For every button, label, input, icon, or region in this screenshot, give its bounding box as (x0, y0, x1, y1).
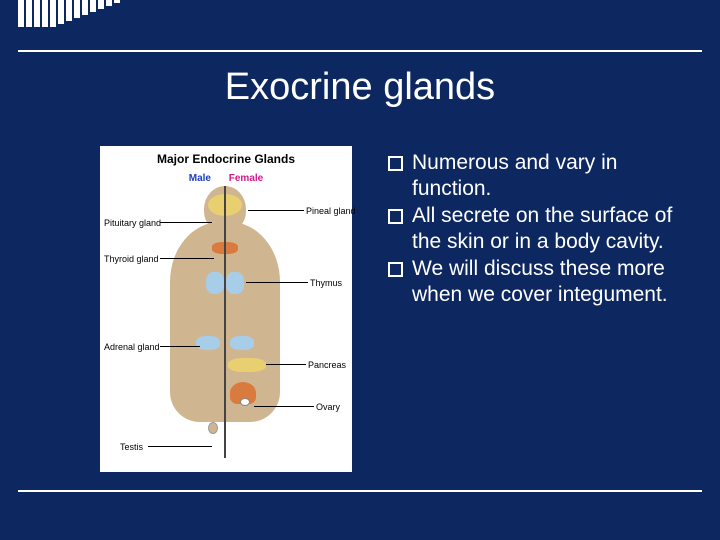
thymus-right-shape (226, 272, 244, 294)
adrenal-right-shape (230, 336, 254, 350)
ovary-shape (240, 398, 250, 406)
label-pancreas: Pancreas (308, 360, 346, 370)
label-thyroid: Thyroid gland (104, 254, 159, 264)
rule-top (18, 50, 702, 52)
body-diagram (150, 186, 300, 458)
label-ovary: Ovary (316, 402, 340, 412)
top-tick-ornament (18, 0, 120, 27)
female-label: Female (229, 173, 263, 184)
lead-pituitary (160, 222, 212, 223)
figure-subtitle: Male Female (100, 168, 352, 186)
label-pituitary: Pituitary gland (104, 218, 161, 228)
label-testis: Testis (120, 442, 143, 452)
lead-adrenal (160, 346, 200, 347)
thymus-left-shape (206, 272, 224, 294)
label-adrenal: Adrenal gland (104, 342, 160, 352)
lead-pancreas (266, 364, 306, 365)
bullet-item: We will discuss these more when we cover… (388, 256, 688, 307)
endocrine-figure: Major Endocrine Glands Male Female Pinea… (100, 146, 352, 472)
lead-thyroid (160, 258, 214, 259)
lead-testis (148, 446, 212, 447)
lead-ovary (254, 406, 314, 407)
midline (224, 186, 226, 458)
bullet-list: Numerous and vary in function. All secre… (388, 150, 688, 310)
bullet-item: All secrete on the surface of the skin o… (388, 203, 688, 254)
label-thymus: Thymus (310, 278, 342, 288)
male-label: Male (189, 173, 211, 184)
label-pineal: Pineal gland (306, 206, 356, 216)
rule-bottom (18, 490, 702, 492)
bullet-item: Numerous and vary in function. (388, 150, 688, 201)
figure-title: Major Endocrine Glands (100, 152, 352, 166)
lead-thymus (246, 282, 308, 283)
adrenal-left-shape (196, 336, 220, 350)
lead-pineal (248, 210, 304, 211)
slide-title: Exocrine glands (0, 66, 720, 109)
testis-shape (208, 422, 218, 434)
pancreas-shape (228, 358, 266, 372)
